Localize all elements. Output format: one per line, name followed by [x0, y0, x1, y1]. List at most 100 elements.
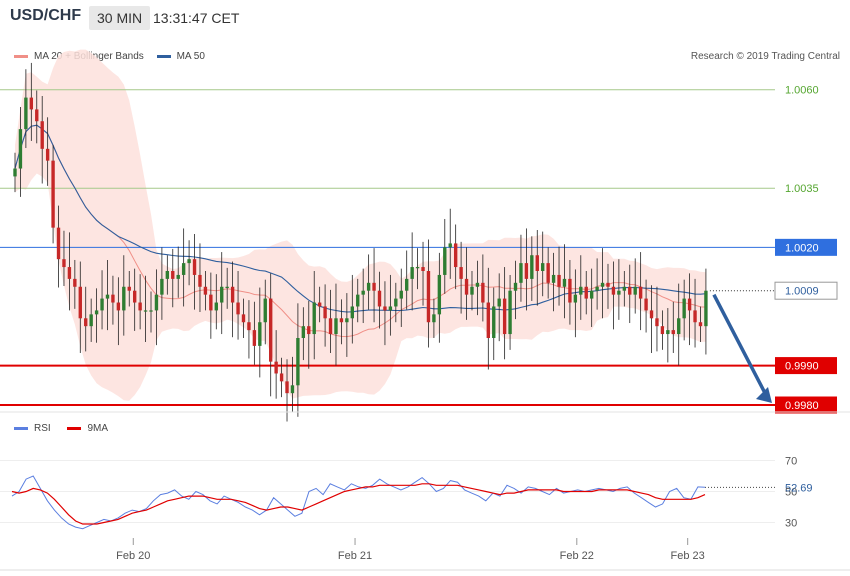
- candle-up: [165, 271, 170, 279]
- candle-down: [171, 271, 175, 279]
- level-box-1.0009: [774, 281, 838, 300]
- bollinger-swatch: [14, 55, 28, 58]
- candle-up: [682, 298, 686, 319]
- candle-down: [203, 286, 208, 295]
- candle-up: [394, 298, 398, 307]
- candle-down: [84, 318, 88, 327]
- rsi-legend: RSI 9MA: [14, 423, 108, 434]
- candle-up: [356, 294, 360, 307]
- candle-down: [230, 286, 235, 303]
- candle-up: [214, 302, 218, 311]
- candle-up: [617, 290, 621, 295]
- level-box-1.0020: [775, 238, 837, 256]
- candle-up: [220, 286, 224, 303]
- candle-up: [399, 290, 403, 299]
- candle-up: [415, 267, 420, 269]
- candle-down: [486, 302, 490, 338]
- candle-up: [470, 286, 474, 295]
- candle-up: [105, 294, 110, 299]
- candle-up: [176, 274, 180, 279]
- candle-down: [323, 306, 327, 319]
- candle-up: [258, 322, 262, 346]
- level-label-1.0060: 1.0060: [785, 85, 819, 97]
- candle-up: [497, 298, 501, 307]
- candle-up: [589, 290, 594, 299]
- candle-down: [383, 306, 387, 311]
- candle-up: [18, 129, 23, 169]
- rsi-ma-legend-label: 9MA: [87, 423, 109, 434]
- symbol-title: USD/CHF: [10, 7, 82, 24]
- time-tick-label: Feb 23: [671, 550, 705, 562]
- rsi-line: [11, 475, 706, 530]
- candle-down: [524, 263, 529, 279]
- candle-down: [660, 326, 665, 335]
- candle-down: [464, 278, 469, 295]
- level-label-0.9990: 0.9990: [785, 361, 819, 373]
- projection-arrow-shaft: [712, 293, 768, 396]
- candle-down: [35, 109, 39, 122]
- rsi-tick-label: 30: [785, 518, 797, 530]
- candle-down: [644, 298, 648, 311]
- rsi-ma-line: [11, 483, 706, 525]
- candle-down: [687, 298, 692, 311]
- candle-down: [611, 286, 616, 295]
- candle-down: [655, 318, 659, 327]
- time-label: 13:31:47 CET: [153, 10, 240, 26]
- candle-up: [100, 298, 104, 311]
- candle-down: [73, 278, 77, 287]
- candle-down: [481, 282, 485, 303]
- candle-down: [45, 148, 50, 161]
- candle-up: [225, 286, 229, 288]
- candle-up: [160, 278, 164, 295]
- interval-button[interactable]: 30 MIN: [89, 6, 151, 30]
- candle-up: [551, 274, 556, 283]
- candle-up: [187, 259, 191, 264]
- rsi-plot-area: 30 50 70 52.69: [0, 456, 813, 530]
- candle-up: [541, 263, 545, 271]
- candle-up: [405, 278, 409, 291]
- rsi-ma-swatch: [67, 426, 82, 430]
- candle-up: [600, 282, 605, 287]
- candle-up: [579, 286, 583, 295]
- candle-up: [334, 318, 338, 335]
- projection-arrow-head: [756, 387, 772, 403]
- chart-header: USD/CHF 30 MIN 13:31:47 CET: [0, 0, 850, 38]
- candle-down: [606, 282, 610, 287]
- candle-down: [502, 298, 507, 335]
- candle-down: [328, 318, 333, 335]
- candle-up: [366, 282, 371, 291]
- candle-up: [432, 314, 436, 323]
- candle-down: [67, 267, 72, 279]
- candle-down: [546, 263, 550, 283]
- candle-down: [51, 160, 55, 228]
- candle-up: [622, 286, 627, 291]
- candle-down: [62, 259, 66, 268]
- candle-down: [111, 294, 115, 303]
- candle-down: [584, 286, 588, 299]
- candle-up: [296, 338, 300, 386]
- candle-up: [149, 310, 153, 312]
- candle-up: [492, 306, 496, 338]
- candle-up: [448, 243, 452, 248]
- level-box-0.9990: [775, 357, 837, 375]
- candle-down: [198, 274, 202, 287]
- candle-up: [181, 263, 186, 275]
- candle-up: [475, 282, 480, 287]
- candle-down: [568, 278, 572, 303]
- ma50-legend-label: MA 50: [176, 51, 205, 62]
- candle-down: [628, 286, 632, 295]
- time-tick-label: Feb 20: [116, 550, 150, 562]
- level-label-0.9980: 0.9980: [785, 400, 819, 412]
- time-tick-label: Feb 22: [560, 550, 594, 562]
- candle-up: [154, 294, 159, 311]
- candle-up: [530, 255, 534, 279]
- candle-down: [638, 286, 643, 299]
- candle-down: [426, 271, 431, 323]
- candle-up: [94, 310, 99, 315]
- level-label-1.0020: 1.0020: [785, 242, 819, 254]
- candle-down: [241, 314, 246, 323]
- candle-down: [78, 286, 82, 319]
- candle-up: [562, 278, 567, 287]
- candle-up: [24, 97, 28, 130]
